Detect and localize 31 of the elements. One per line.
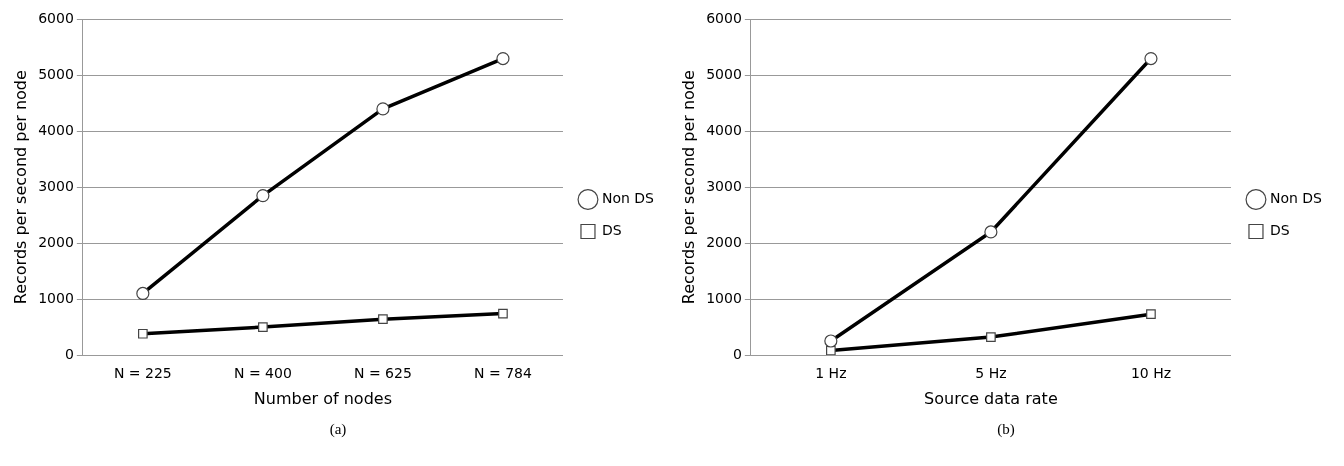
y-tick-label: 4000: [706, 121, 742, 138]
x-tick-label: 5 Hz: [975, 365, 1007, 382]
legend-label: DS: [601, 222, 622, 239]
y-axis-title: Records per second per node: [678, 70, 698, 305]
legend-label: Non DS: [1269, 190, 1323, 207]
text: (b): [996, 421, 1016, 438]
y-tick-label: 5000: [706, 65, 742, 82]
y-tick-label: 6000: [706, 10, 742, 27]
x-tick-label: N = 400: [233, 365, 292, 382]
y-tick-label: 4000: [38, 121, 74, 138]
x-tick-label: N = 625: [354, 365, 412, 382]
legend-label: Non DS: [601, 190, 655, 207]
y-tick-label: 3000: [38, 177, 74, 194]
y-axis-title: Records per second per node: [10, 70, 30, 305]
x-axis-title: Source data rate: [924, 388, 1058, 408]
y-tick-label: 6000: [38, 10, 74, 27]
text: (a): [328, 421, 348, 438]
y-tick-label: 3000: [706, 177, 742, 194]
x-tick-label: N = 225: [113, 365, 172, 382]
y-tick-label: 1000: [706, 289, 742, 306]
x-axis-title: Number of nodes: [253, 388, 392, 408]
y-tick-label: 0: [732, 345, 742, 362]
y-tick-label: 2000: [706, 233, 742, 250]
y-tick-label: 2000: [38, 233, 74, 250]
y-tick-label: 5000: [38, 65, 74, 82]
legend-label: DS: [1269, 222, 1290, 239]
x-tick-label: 10 Hz: [1130, 365, 1172, 382]
y-tick-label: 0: [64, 345, 74, 362]
x-tick-label: 1 Hz: [815, 365, 847, 382]
x-tick-label: N = 784: [474, 365, 532, 382]
y-tick-label: 1000: [38, 289, 74, 306]
